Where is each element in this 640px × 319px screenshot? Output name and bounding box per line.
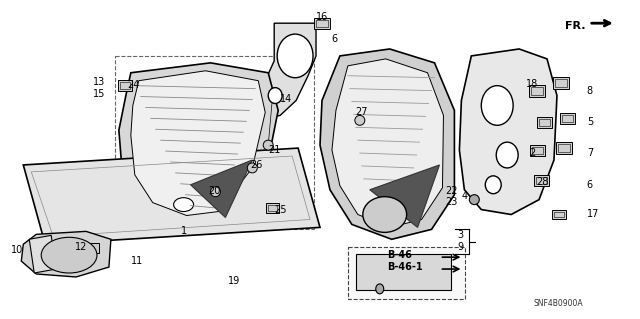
- Text: 18: 18: [526, 79, 538, 89]
- Text: 5: 5: [587, 117, 593, 127]
- Ellipse shape: [263, 140, 273, 150]
- Bar: [558, 144, 570, 152]
- Ellipse shape: [247, 163, 257, 173]
- Text: 17: 17: [587, 209, 599, 219]
- Ellipse shape: [277, 34, 313, 78]
- Text: 14: 14: [280, 93, 292, 104]
- Text: 20: 20: [209, 186, 221, 196]
- Text: 23: 23: [445, 197, 458, 207]
- Ellipse shape: [485, 176, 501, 194]
- Text: 15: 15: [93, 89, 106, 99]
- Text: B-46-1: B-46-1: [387, 262, 422, 272]
- Text: SNF4B0900A: SNF4B0900A: [533, 299, 582, 308]
- Ellipse shape: [211, 187, 220, 197]
- Text: 8: 8: [587, 85, 593, 96]
- Text: 11: 11: [131, 256, 143, 266]
- Text: 26: 26: [250, 160, 262, 170]
- Text: 6: 6: [587, 180, 593, 190]
- Bar: [552, 210, 566, 219]
- Bar: [531, 87, 543, 94]
- Bar: [536, 177, 547, 184]
- Ellipse shape: [173, 198, 193, 211]
- Text: 25: 25: [274, 204, 287, 215]
- Polygon shape: [23, 148, 320, 244]
- Polygon shape: [29, 235, 56, 273]
- Bar: [554, 211, 564, 218]
- Ellipse shape: [355, 115, 365, 125]
- Bar: [118, 80, 132, 91]
- Polygon shape: [370, 165, 440, 227]
- Text: 7: 7: [587, 148, 593, 158]
- Text: 12: 12: [75, 242, 88, 252]
- Bar: [529, 85, 545, 97]
- Bar: [348, 247, 465, 299]
- Bar: [553, 77, 569, 89]
- Ellipse shape: [481, 85, 513, 125]
- Bar: [316, 20, 328, 27]
- Ellipse shape: [376, 284, 384, 294]
- Polygon shape: [191, 160, 252, 218]
- Ellipse shape: [268, 88, 282, 103]
- Text: 6: 6: [331, 34, 337, 44]
- Bar: [356, 254, 451, 290]
- Polygon shape: [320, 49, 454, 239]
- Ellipse shape: [496, 142, 518, 168]
- Bar: [562, 115, 573, 122]
- Text: 1: 1: [180, 226, 187, 236]
- Ellipse shape: [469, 195, 479, 204]
- Polygon shape: [21, 231, 111, 277]
- Bar: [534, 175, 549, 186]
- Text: 19: 19: [228, 276, 241, 286]
- Text: 3: 3: [458, 230, 463, 240]
- Bar: [530, 145, 545, 156]
- Polygon shape: [332, 59, 444, 227]
- Text: 4: 4: [461, 191, 467, 201]
- Text: 28: 28: [536, 177, 548, 187]
- Bar: [560, 114, 575, 124]
- Text: 24: 24: [127, 80, 140, 90]
- Bar: [120, 82, 130, 89]
- Text: 13: 13: [93, 77, 105, 87]
- Bar: [537, 117, 552, 128]
- Text: 2: 2: [529, 148, 535, 158]
- Text: 10: 10: [12, 245, 24, 255]
- Bar: [314, 18, 330, 29]
- Text: 27: 27: [355, 108, 367, 117]
- Polygon shape: [119, 63, 278, 229]
- Ellipse shape: [41, 237, 97, 273]
- Text: 21: 21: [268, 145, 280, 155]
- Bar: [266, 203, 279, 212]
- Polygon shape: [131, 71, 265, 216]
- Polygon shape: [260, 23, 316, 118]
- Bar: [556, 142, 572, 154]
- Ellipse shape: [363, 197, 406, 232]
- Text: FR.: FR.: [565, 21, 586, 31]
- Text: 16: 16: [316, 12, 328, 22]
- Bar: [555, 79, 567, 87]
- Bar: [115, 56, 314, 229]
- Bar: [268, 204, 277, 211]
- Bar: [532, 147, 543, 154]
- Bar: [539, 119, 550, 126]
- Text: B-46: B-46: [387, 250, 412, 260]
- Text: 9: 9: [458, 242, 463, 252]
- Text: 22: 22: [445, 186, 458, 196]
- Bar: [87, 243, 99, 253]
- Polygon shape: [460, 49, 557, 214]
